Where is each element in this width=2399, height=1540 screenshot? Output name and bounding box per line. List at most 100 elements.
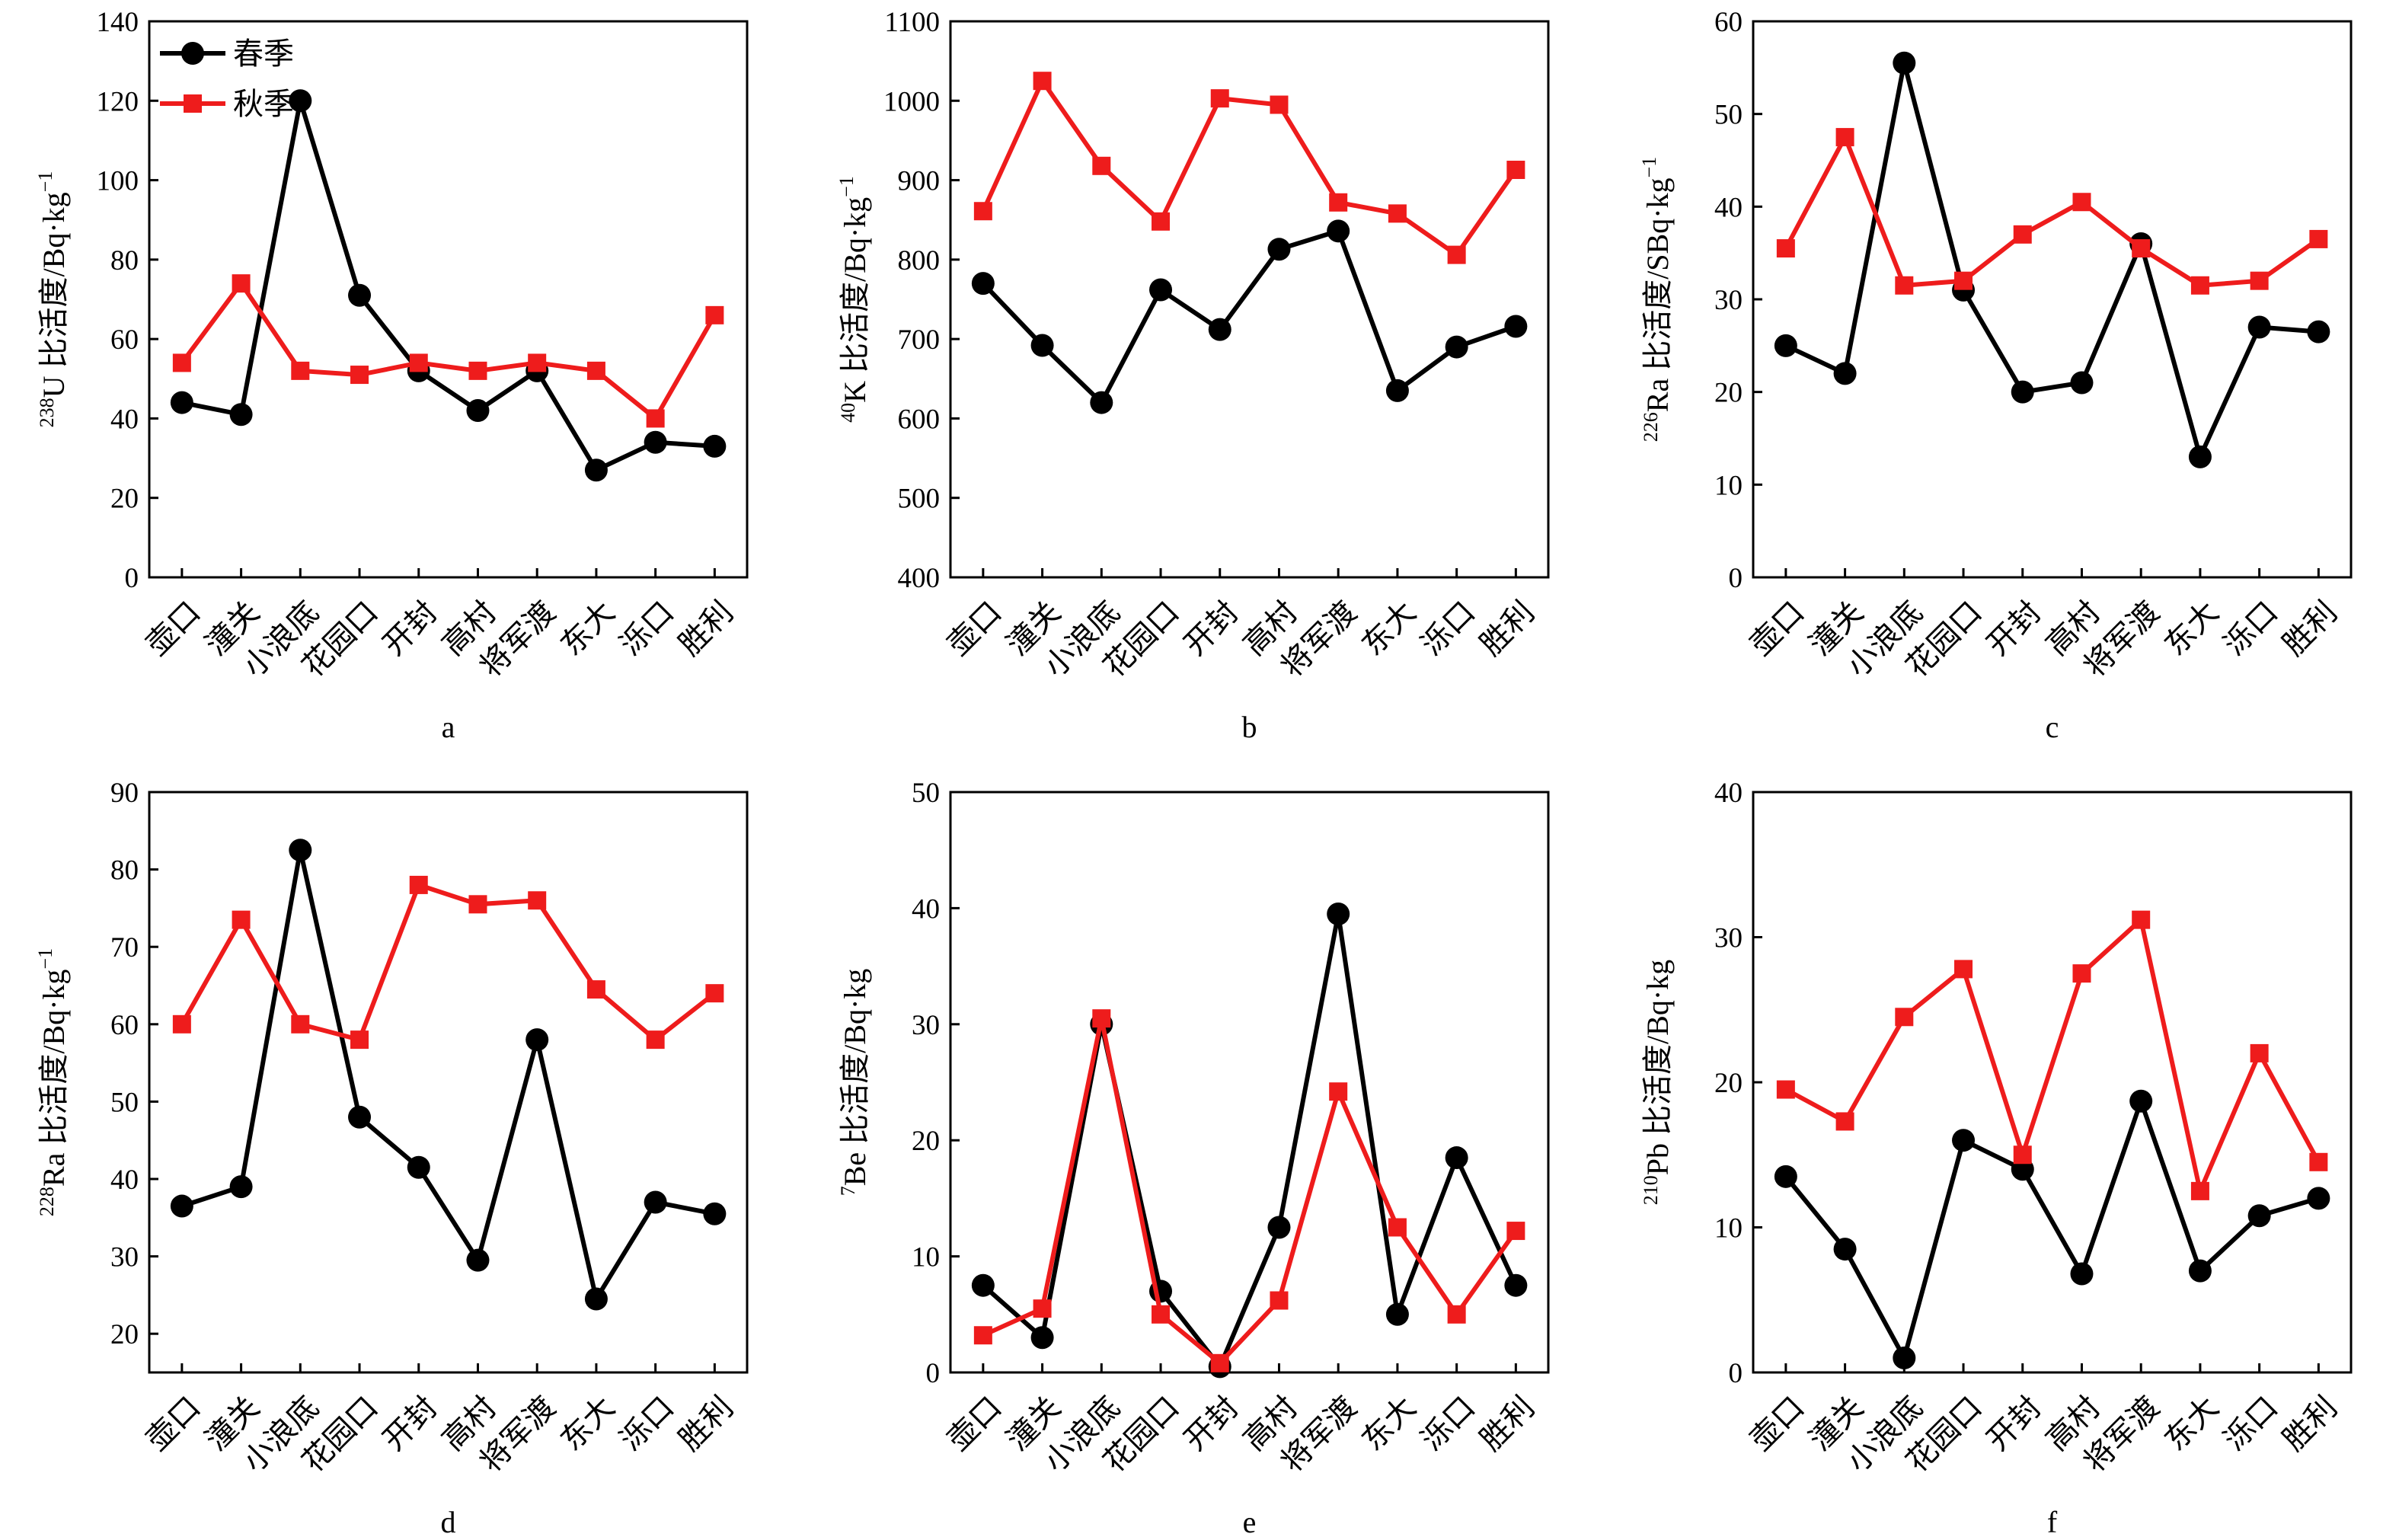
data-point [586,361,605,380]
x-category-label: 开封 [376,595,443,662]
x-category-label: 东大 [2158,595,2225,662]
x-category-label: 泺口 [613,1390,680,1457]
y-axis-label: 7Be 比活度/Bq·kg [837,969,872,1197]
series-line [180,882,717,1043]
data-point [2190,276,2209,295]
data-point [1776,1080,1795,1099]
data-point [1954,960,1973,979]
legend-marker [181,42,204,65]
y-tick-label: 10 [1714,470,1743,501]
series-autumn [1776,910,2328,1200]
data-point [705,984,724,1003]
data-point [2247,1204,2271,1228]
series-spring [1774,51,2330,468]
data-point [1893,51,1916,75]
data-point [2190,1181,2209,1200]
data-point [1774,334,1797,357]
data-point [1774,1165,1797,1188]
x-category-label: 东大 [1355,595,1422,662]
data-point [644,1190,667,1214]
y-axis-label-isotope: 210 [1640,1175,1662,1205]
data-point [644,430,667,454]
data-point [584,1287,608,1311]
data-point [1504,315,1528,338]
x-category-label: 东大 [2158,1390,2225,1457]
chart-panel-c: 0102030405060壶口潼关小浪底花园口开封高村将军渡东大泺口胜利226R… [1638,7,2353,744]
series-line [981,78,1518,257]
x-category-label: 东大 [1355,1390,1422,1457]
data-point [232,910,251,929]
series-line [982,1016,1518,1366]
x-category-label: 胜利 [2276,1390,2343,1457]
series-spring [971,903,1528,1379]
y-tick-label: 0 [125,563,139,594]
data-point [525,1028,549,1052]
y-tick-label: 20 [912,1126,940,1157]
x-category-label: 胜利 [1474,595,1541,662]
panel-label: f [2047,1505,2058,1539]
x-category-label: 壶口 [139,595,206,662]
data-point [2013,225,2032,244]
panel-label: d [441,1505,456,1539]
x-category-label: 泺口 [1414,595,1481,662]
series-spring [971,219,1528,414]
data-point [1833,362,1857,385]
legend-label: 秋季 [233,87,294,121]
y-axis-label-isotope: 228 [36,1187,58,1216]
data-point [1030,1326,1054,1350]
data-point [703,434,727,458]
y-tick-label: 900 [898,166,941,197]
data-point [468,895,487,914]
y-tick-label: 30 [1714,285,1743,316]
plot-frame [949,20,1550,579]
x-category-label: 壶口 [1743,1390,1810,1457]
data-point [2072,964,2091,983]
data-point [1506,1222,1525,1241]
data-point [170,391,193,414]
data-point [229,1175,253,1199]
data-point [1270,1291,1289,1310]
x-category-label: 胜利 [672,1390,740,1457]
data-point [350,366,369,385]
data-point [1149,278,1173,302]
y-tick-label: 20 [1714,1068,1743,1099]
y-tick-label: 40 [1714,778,1743,809]
data-point [1388,1218,1407,1237]
data-point [172,353,191,372]
data-point [466,1248,490,1272]
data-point [586,980,605,999]
x-category-label: 壶口 [139,1390,206,1457]
data-point [1329,1082,1348,1101]
x-category-label: 开封 [1980,595,2047,662]
y-tick-label: 40 [110,1165,139,1196]
y-axis-label: 238U 比活度/Bq·kg−1 [34,171,71,428]
series-line [981,228,1517,405]
x-category-label: 泺口 [613,595,680,662]
data-point [1835,128,1854,147]
data-point [2132,910,2151,929]
data-point [409,875,428,894]
data-point [1210,1353,1229,1372]
data-point [2188,445,2212,468]
x-category-label: 壶口 [1743,595,1810,662]
y-tick-label: 70 [110,932,139,963]
y-tick-label: 10 [1714,1213,1743,1244]
data-point [2307,1187,2330,1210]
data-point [350,1030,369,1050]
panel-label: a [442,710,455,744]
series-line [1784,135,2321,288]
y-tick-label: 90 [110,778,139,809]
y-axis-label: 210Pb 比活度/Bq·kg [1640,960,1675,1205]
y-tick-label: 60 [110,324,139,356]
data-point [1504,1273,1528,1297]
data-point [348,283,372,307]
data-point [2072,193,2091,212]
y-tick-label: 20 [1714,378,1743,409]
data-point [1033,1299,1052,1318]
data-point [584,458,608,482]
y-tick-label: 40 [110,404,139,435]
data-point [1267,1216,1291,1239]
